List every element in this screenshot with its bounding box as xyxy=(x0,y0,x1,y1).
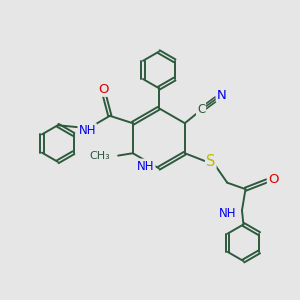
Text: O: O xyxy=(98,83,109,96)
Text: S: S xyxy=(206,154,215,169)
Text: C: C xyxy=(197,103,205,116)
Text: N: N xyxy=(217,89,226,102)
Text: NH: NH xyxy=(137,160,154,172)
Text: CH₃: CH₃ xyxy=(89,151,110,160)
Text: NH: NH xyxy=(78,124,96,137)
Text: O: O xyxy=(268,173,278,186)
Text: NH: NH xyxy=(219,207,236,220)
